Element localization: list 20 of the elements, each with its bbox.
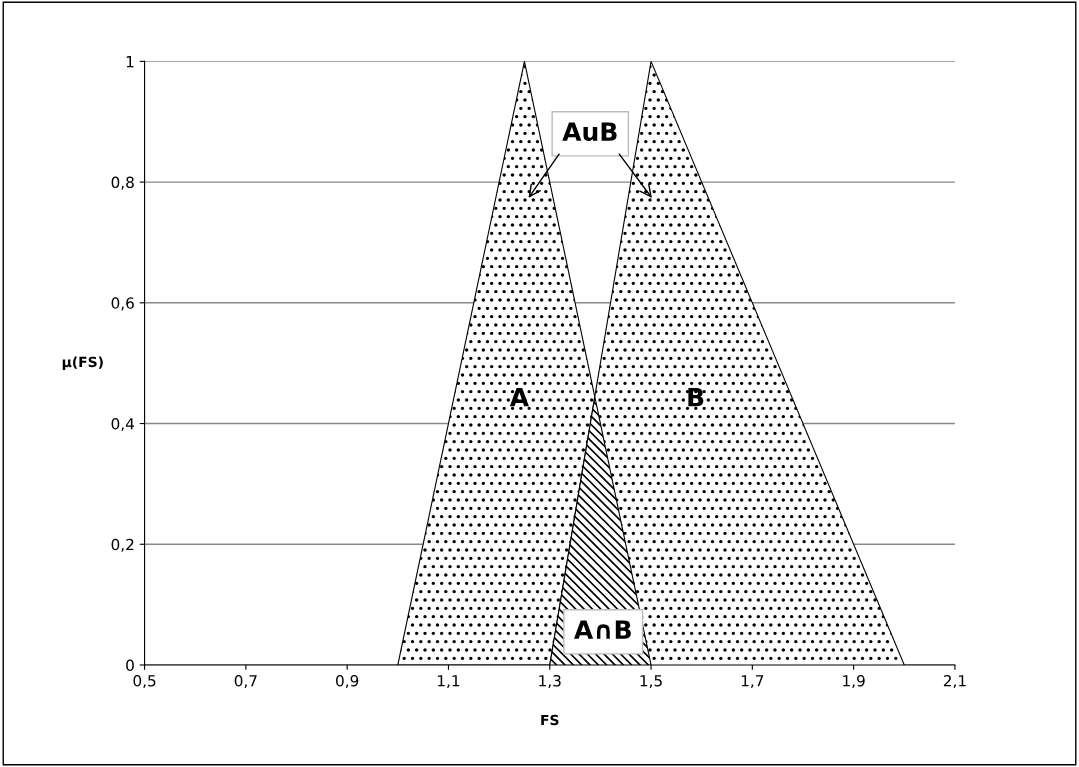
y-tick-label: 0,6	[111, 297, 134, 311]
y-tick-label: 0	[126, 659, 134, 672]
annotation: A∩B	[574, 620, 631, 639]
x-tick-label: 0,7	[234, 674, 257, 689]
annotation: B	[688, 388, 704, 407]
x-tick-label: 1,7	[741, 675, 764, 689]
x-tick-label: 1,5	[640, 675, 662, 689]
y-tick-label: 0,4	[111, 418, 135, 432]
x-axis-title: FS	[541, 714, 559, 726]
x-tick-label: 0,5	[133, 674, 156, 689]
x-tick-label: 1,9	[843, 674, 865, 689]
x-tick-label: 0,9	[336, 674, 359, 689]
y-tick-label: 0,8	[111, 176, 134, 190]
x-tick-label: 2,1	[943, 674, 966, 689]
y-axis-title: μ(FS)	[62, 356, 103, 370]
annotation: AuB	[562, 122, 617, 142]
x-tick-label: 1,3	[539, 674, 561, 689]
y-tick-label: 1	[126, 56, 134, 68]
x-tick-label: 1,1	[437, 675, 460, 689]
y-tick-label: 0,2	[111, 538, 134, 552]
